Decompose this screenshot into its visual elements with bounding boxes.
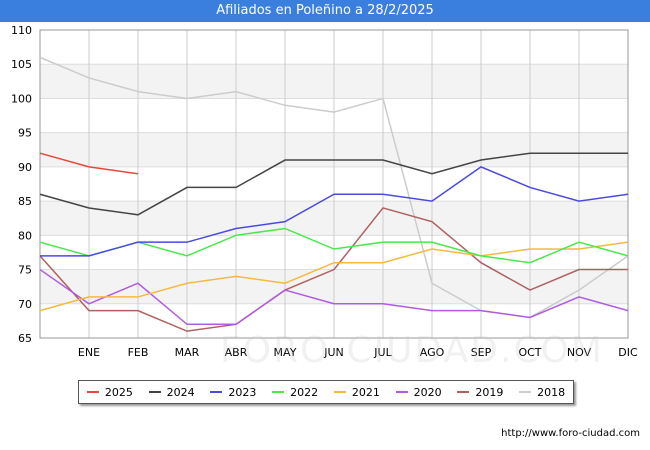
legend-label: 2022: [290, 385, 319, 399]
legend-item-2018: 2018: [519, 386, 565, 399]
watermark: FORO-CIUDAD.COM: [220, 330, 604, 371]
y-tick-label: 80: [18, 229, 32, 242]
legend-item-2023: 2023: [210, 386, 256, 399]
plot-frame: [39, 29, 629, 339]
series-lines: [39, 56, 629, 332]
chart-title: Afiliados en Poleñino a 28/2/2025: [0, 0, 650, 22]
x-tick-label: NOV: [567, 346, 592, 359]
y-tick-label: 75: [18, 264, 32, 277]
legend-swatch: [210, 391, 223, 393]
legend-item-2020: 2020: [395, 385, 442, 399]
legend-label: 2024: [166, 385, 195, 399]
y-tick-label: 65: [18, 332, 32, 345]
legend-swatch: [148, 391, 161, 393]
legend-item-2025: 2025: [86, 385, 133, 399]
legend-label: 2023: [228, 385, 257, 399]
legend-swatch: [86, 391, 99, 393]
x-tick-label: JUL: [373, 346, 392, 359]
x-tick-label: OCT: [518, 346, 541, 359]
legend-label: 2025: [104, 385, 133, 399]
series-line-2020: [39, 268, 629, 326]
series-line-2024: [39, 152, 628, 216]
legend-label: 2020: [413, 385, 442, 399]
legend-swatch: [395, 391, 408, 393]
legend-swatch: [272, 391, 285, 393]
x-tick-label: JUN: [323, 346, 344, 359]
grid-lines: [39, 29, 629, 339]
y-tick-label: 95: [18, 127, 32, 140]
x-tick-label: ENE: [78, 346, 100, 359]
x-tick-label: SEP: [471, 346, 492, 359]
series-line-2021: [39, 241, 629, 312]
x-tick-label: DIC: [618, 346, 638, 359]
legend-swatch: [333, 391, 346, 393]
x-tick-label: MAY: [274, 346, 297, 359]
y-tick-label: 90: [18, 161, 32, 174]
legend-swatch: [457, 391, 470, 393]
legend-item-2024: 2024: [148, 385, 195, 399]
series-line-2025: [39, 152, 139, 175]
y-tick-label: 105: [11, 58, 32, 71]
legend-swatch: [519, 391, 532, 393]
y-tick-labels: 65 70 75 80 85 90 95 100 105 110: [11, 24, 32, 345]
source-url: http://www.foro-ciudad.com: [501, 428, 640, 439]
legend-item-2019: 2019: [457, 386, 503, 399]
legend-item-2022: 2022: [272, 386, 318, 399]
x-tick-label: MAR: [175, 346, 200, 359]
x-tick-label: AGO: [420, 346, 445, 359]
y-tick-label: 100: [11, 92, 32, 105]
legend-item-2021: 2021: [333, 385, 380, 399]
y-tick-label: 85: [18, 195, 32, 208]
x-tick-label: ABR: [225, 346, 248, 359]
y-tick-label: 110: [11, 24, 32, 37]
legend: 2025 2024 2023 2022 2021 2020 2019 2018: [78, 380, 574, 404]
x-tick-label: FEB: [128, 346, 149, 359]
series-line-2023: [40, 166, 629, 257]
x-tick-labels: ENE FEB MAR ABR MAY JUN JUL AGO SEP OCT NOV DIC: [78, 346, 638, 359]
legend-label: 2021: [351, 385, 380, 399]
y-tick-label: 70: [18, 298, 32, 311]
legend-label: 2018: [537, 385, 566, 399]
legend-label: 2019: [475, 385, 504, 399]
series-line-2019: [39, 207, 628, 332]
